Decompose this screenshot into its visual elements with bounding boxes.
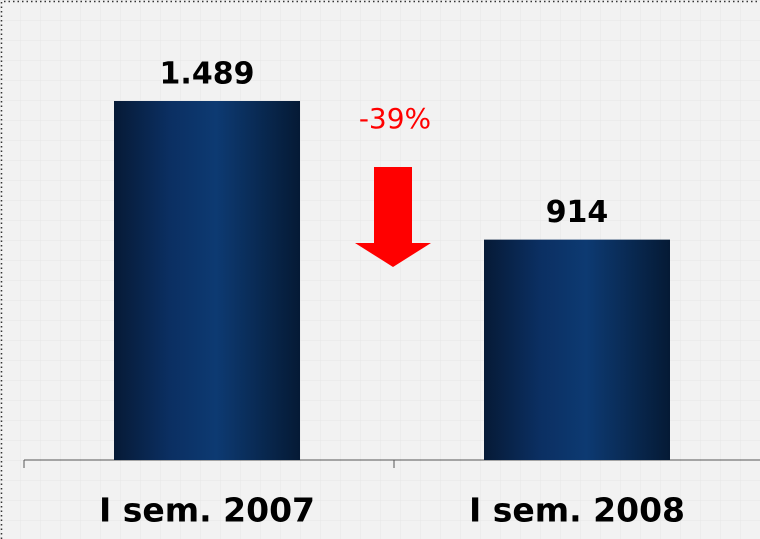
x-tick-label: I sem. 2007 — [99, 491, 315, 530]
value-label: 914 — [546, 195, 609, 230]
down-arrow — [355, 167, 431, 267]
value-label: 1.489 — [160, 56, 255, 91]
bar — [114, 100, 300, 460]
bar — [484, 239, 670, 460]
x-tick-label: I sem. 2008 — [469, 491, 685, 530]
annotation: -39% — [359, 102, 431, 135]
